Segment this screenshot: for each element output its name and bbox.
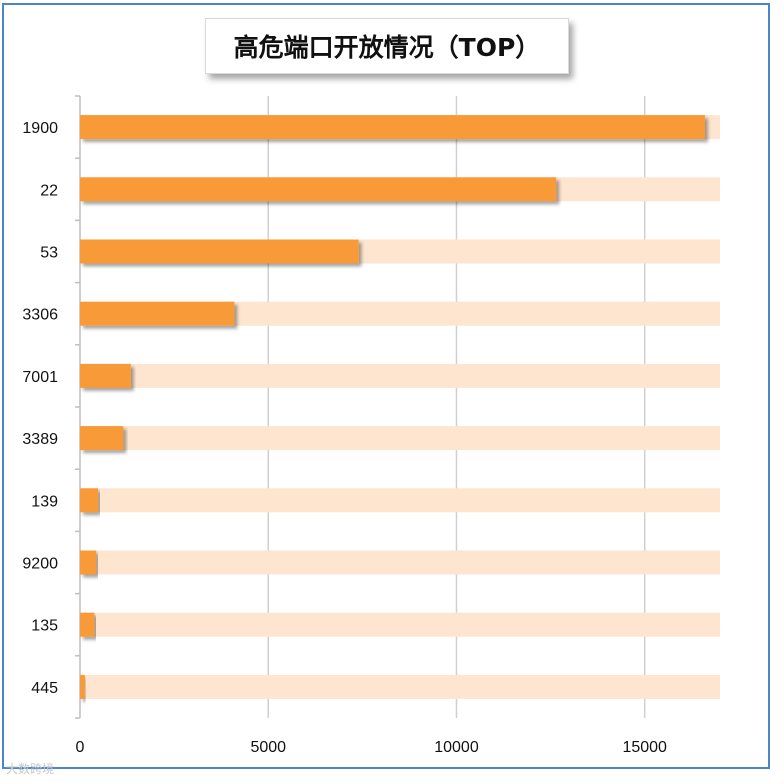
y-tick-label-3389: 3389 [22, 431, 58, 448]
bar-1900 [80, 115, 705, 140]
x-tick-label-10000: 10000 [434, 739, 479, 756]
y-tick-label-135: 135 [31, 618, 58, 635]
bar-3306 [80, 301, 235, 326]
bar-track-445 [80, 674, 720, 699]
bar-track-3389 [80, 426, 720, 451]
bar-22 [80, 177, 557, 202]
chart-title: 高危端口开放情况（TOP） [233, 33, 541, 62]
bar-7001 [80, 363, 131, 388]
y-tick-label-139: 139 [31, 493, 58, 510]
bar-track-139 [80, 488, 720, 513]
y-tick-label-9200: 9200 [22, 556, 58, 573]
x-tick-label-0: 0 [76, 739, 85, 756]
bar-track-135 [80, 612, 720, 637]
watermark-text: 大数跨境 [6, 762, 55, 776]
y-tick-label-3306: 3306 [22, 307, 58, 324]
y-tick-label-7001: 7001 [22, 369, 58, 386]
chart-title-box: 高危端口开放情况（TOP） [205, 18, 569, 74]
bar-139 [80, 488, 99, 513]
bar-53 [80, 239, 359, 264]
bar-135 [80, 612, 95, 637]
x-tick-label-5000: 5000 [250, 739, 286, 756]
bar-track-9200 [80, 550, 720, 575]
x-tick-label-15000: 15000 [622, 739, 667, 756]
y-tick-label-22: 22 [40, 182, 58, 199]
bar-track-7001 [80, 363, 720, 388]
bar-3389 [80, 426, 124, 451]
y-tick-label-1900: 1900 [22, 120, 58, 137]
y-tick-label-53: 53 [40, 245, 58, 262]
bar-9200 [80, 550, 97, 575]
y-tick-label-445: 445 [31, 680, 58, 697]
bar-445 [80, 674, 85, 699]
